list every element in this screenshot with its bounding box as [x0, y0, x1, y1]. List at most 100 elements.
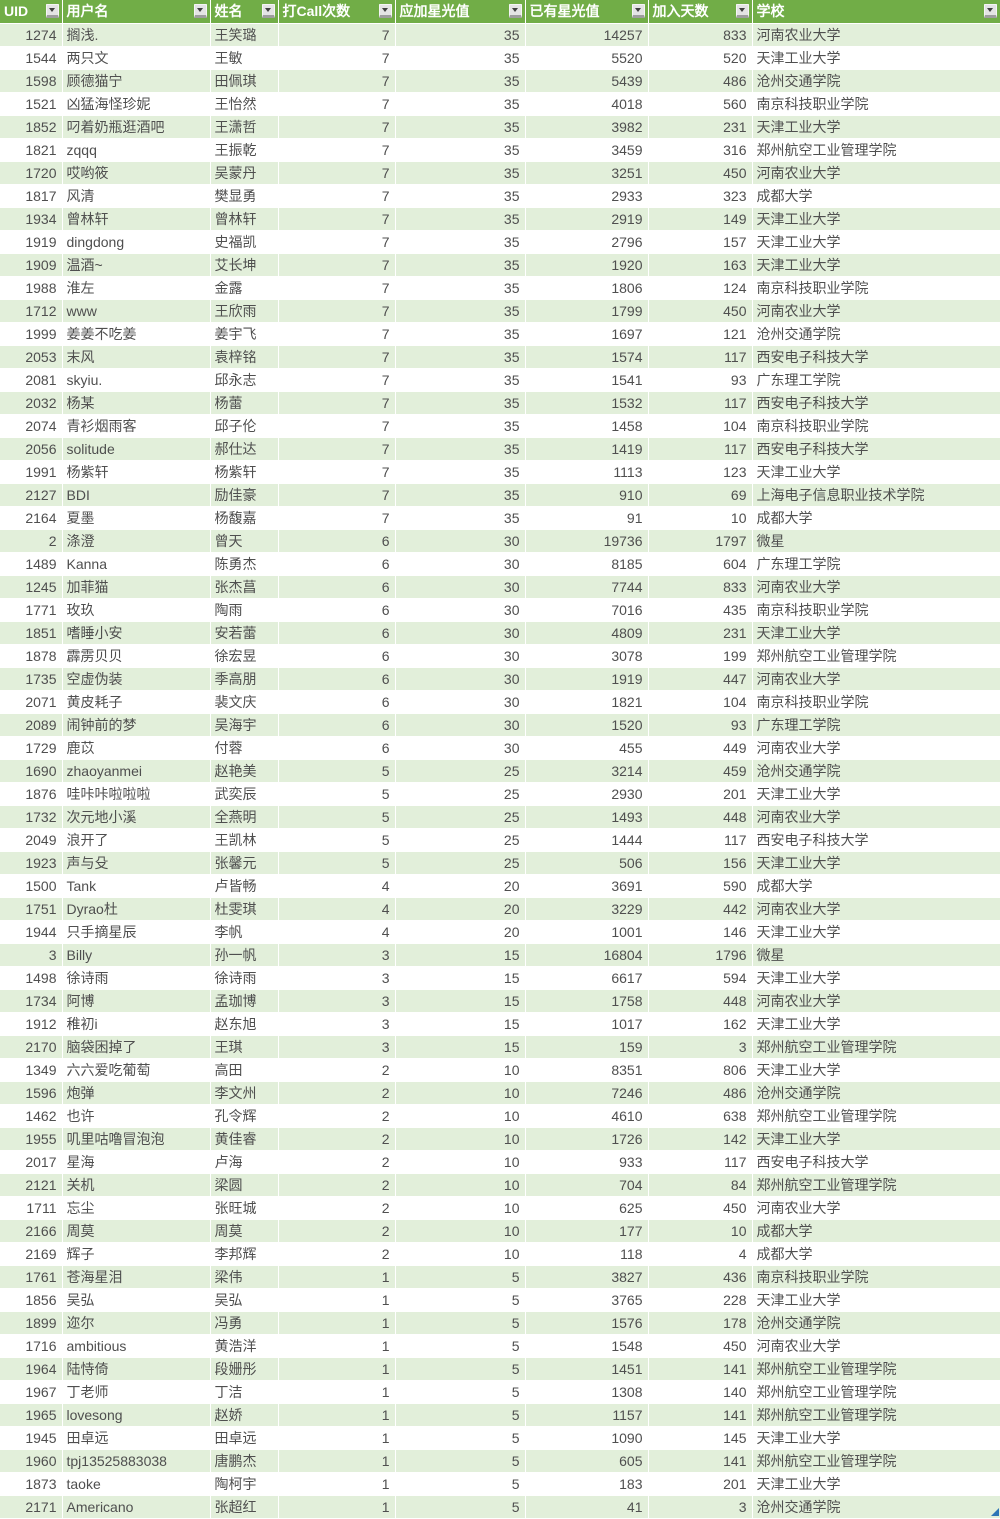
cell-uid[interactable]: 1544: [0, 46, 63, 70]
cell-call_count[interactable]: 6: [278, 667, 396, 691]
cell-name[interactable]: 张旺城: [210, 1196, 279, 1220]
cell-star_current[interactable]: 1919: [525, 667, 649, 691]
cell-star_to_add[interactable]: 30: [395, 575, 526, 599]
cell-school[interactable]: 郑州航空工业管理学院: [752, 644, 1000, 668]
cell-school[interactable]: 西安电子科技大学: [752, 437, 1000, 461]
cell-call_count[interactable]: 4: [278, 920, 396, 944]
cell-school[interactable]: 河南农业大学: [752, 575, 1000, 599]
cell-name[interactable]: 王凯林: [210, 828, 279, 852]
cell-school[interactable]: 河南农业大学: [752, 805, 1000, 829]
cell-school[interactable]: 天津工业大学: [752, 207, 1000, 231]
cell-call_count[interactable]: 7: [278, 184, 396, 208]
cell-star_to_add[interactable]: 5: [395, 1472, 526, 1496]
cell-star_to_add[interactable]: 35: [395, 345, 526, 369]
cell-call_count[interactable]: 3: [278, 1035, 396, 1059]
cell-username[interactable]: skyiu.: [62, 368, 211, 392]
cell-school[interactable]: 成都大学: [752, 874, 1000, 898]
cell-school[interactable]: 天津工业大学: [752, 1127, 1000, 1151]
cell-uid[interactable]: 1734: [0, 989, 63, 1013]
cell-uid[interactable]: 2127: [0, 483, 63, 507]
cell-star_current[interactable]: 91: [525, 506, 649, 530]
cell-username[interactable]: 关机: [62, 1173, 211, 1197]
cell-school[interactable]: 微星: [752, 943, 1000, 967]
cell-username[interactable]: 田卓远: [62, 1426, 211, 1450]
cell-call_count[interactable]: 1: [278, 1426, 396, 1450]
cell-star_current[interactable]: 1576: [525, 1311, 649, 1335]
cell-call_count[interactable]: 1: [278, 1334, 396, 1358]
cell-days_joined[interactable]: 449: [648, 736, 753, 760]
cell-call_count[interactable]: 4: [278, 874, 396, 898]
cell-call_count[interactable]: 1: [278, 1495, 396, 1519]
cell-uid[interactable]: 2089: [0, 713, 63, 737]
cell-username[interactable]: 星海: [62, 1150, 211, 1174]
cell-star_to_add[interactable]: 5: [395, 1449, 526, 1473]
cell-star_to_add[interactable]: 10: [395, 1196, 526, 1220]
cell-username[interactable]: dingdong: [62, 230, 211, 254]
cell-school[interactable]: 天津工业大学: [752, 966, 1000, 990]
cell-star_to_add[interactable]: 30: [395, 713, 526, 737]
cell-days_joined[interactable]: 178: [648, 1311, 753, 1335]
cell-username[interactable]: Dyrao杜: [62, 897, 211, 921]
cell-name[interactable]: 丁洁: [210, 1380, 279, 1404]
cell-school[interactable]: 河南农业大学: [752, 1334, 1000, 1358]
cell-star_current[interactable]: 4809: [525, 621, 649, 645]
cell-days_joined[interactable]: 604: [648, 552, 753, 576]
cell-star_current[interactable]: 1157: [525, 1403, 649, 1427]
cell-call_count[interactable]: 6: [278, 713, 396, 737]
filter-dropdown-icon[interactable]: [631, 4, 645, 19]
cell-star_current[interactable]: 14257: [525, 23, 649, 47]
cell-star_current[interactable]: 3459: [525, 138, 649, 162]
cell-uid[interactable]: 1349: [0, 1058, 63, 1082]
cell-days_joined[interactable]: 228: [648, 1288, 753, 1312]
cell-uid[interactable]: 1851: [0, 621, 63, 645]
cell-call_count[interactable]: 7: [278, 414, 396, 438]
cell-days_joined[interactable]: 10: [648, 506, 753, 530]
cell-star_current[interactable]: 8185: [525, 552, 649, 576]
cell-days_joined[interactable]: 1796: [648, 943, 753, 967]
cell-name[interactable]: 梁伟: [210, 1265, 279, 1289]
cell-name[interactable]: 黄佳睿: [210, 1127, 279, 1151]
cell-days_joined[interactable]: 156: [648, 851, 753, 875]
cell-star_to_add[interactable]: 35: [395, 483, 526, 507]
cell-school[interactable]: 西安电子科技大学: [752, 391, 1000, 415]
cell-call_count[interactable]: 4: [278, 897, 396, 921]
cell-name[interactable]: 裴文庆: [210, 690, 279, 714]
cell-star_current[interactable]: 1458: [525, 414, 649, 438]
cell-school[interactable]: 西安电子科技大学: [752, 1150, 1000, 1174]
cell-name[interactable]: 王欣雨: [210, 299, 279, 323]
cell-star_to_add[interactable]: 15: [395, 989, 526, 1013]
cell-username[interactable]: 加菲猫: [62, 575, 211, 599]
cell-star_to_add[interactable]: 30: [395, 598, 526, 622]
cell-uid[interactable]: 2: [0, 529, 63, 553]
cell-days_joined[interactable]: 447: [648, 667, 753, 691]
table-resize-handle-icon[interactable]: [991, 1508, 999, 1516]
cell-star_current[interactable]: 1758: [525, 989, 649, 1013]
cell-star_current[interactable]: 1017: [525, 1012, 649, 1036]
cell-call_count[interactable]: 1: [278, 1288, 396, 1312]
cell-school[interactable]: 成都大学: [752, 1219, 1000, 1243]
cell-days_joined[interactable]: 231: [648, 115, 753, 139]
cell-name[interactable]: 孔令辉: [210, 1104, 279, 1128]
cell-uid[interactable]: 1821: [0, 138, 63, 162]
cell-star_to_add[interactable]: 35: [395, 92, 526, 116]
cell-days_joined[interactable]: 3: [648, 1495, 753, 1519]
cell-call_count[interactable]: 7: [278, 483, 396, 507]
cell-name[interactable]: 王琪: [210, 1035, 279, 1059]
cell-school[interactable]: 沧州交通学院: [752, 322, 1000, 346]
cell-username[interactable]: www: [62, 299, 211, 323]
cell-uid[interactable]: 1909: [0, 253, 63, 277]
cell-days_joined[interactable]: 486: [648, 1081, 753, 1105]
cell-name[interactable]: 吴弘: [210, 1288, 279, 1312]
cell-school[interactable]: 天津工业大学: [752, 46, 1000, 70]
cell-call_count[interactable]: 7: [278, 299, 396, 323]
cell-uid[interactable]: 1690: [0, 759, 63, 783]
cell-star_to_add[interactable]: 10: [395, 1127, 526, 1151]
cell-school[interactable]: 郑州航空工业管理学院: [752, 1403, 1000, 1427]
cell-uid[interactable]: 1960: [0, 1449, 63, 1473]
cell-name[interactable]: 赵艳美: [210, 759, 279, 783]
cell-star_current[interactable]: 7016: [525, 598, 649, 622]
cell-star_to_add[interactable]: 35: [395, 161, 526, 185]
cell-name[interactable]: 陶雨: [210, 598, 279, 622]
cell-star_to_add[interactable]: 35: [395, 506, 526, 530]
cell-star_current[interactable]: 1821: [525, 690, 649, 714]
